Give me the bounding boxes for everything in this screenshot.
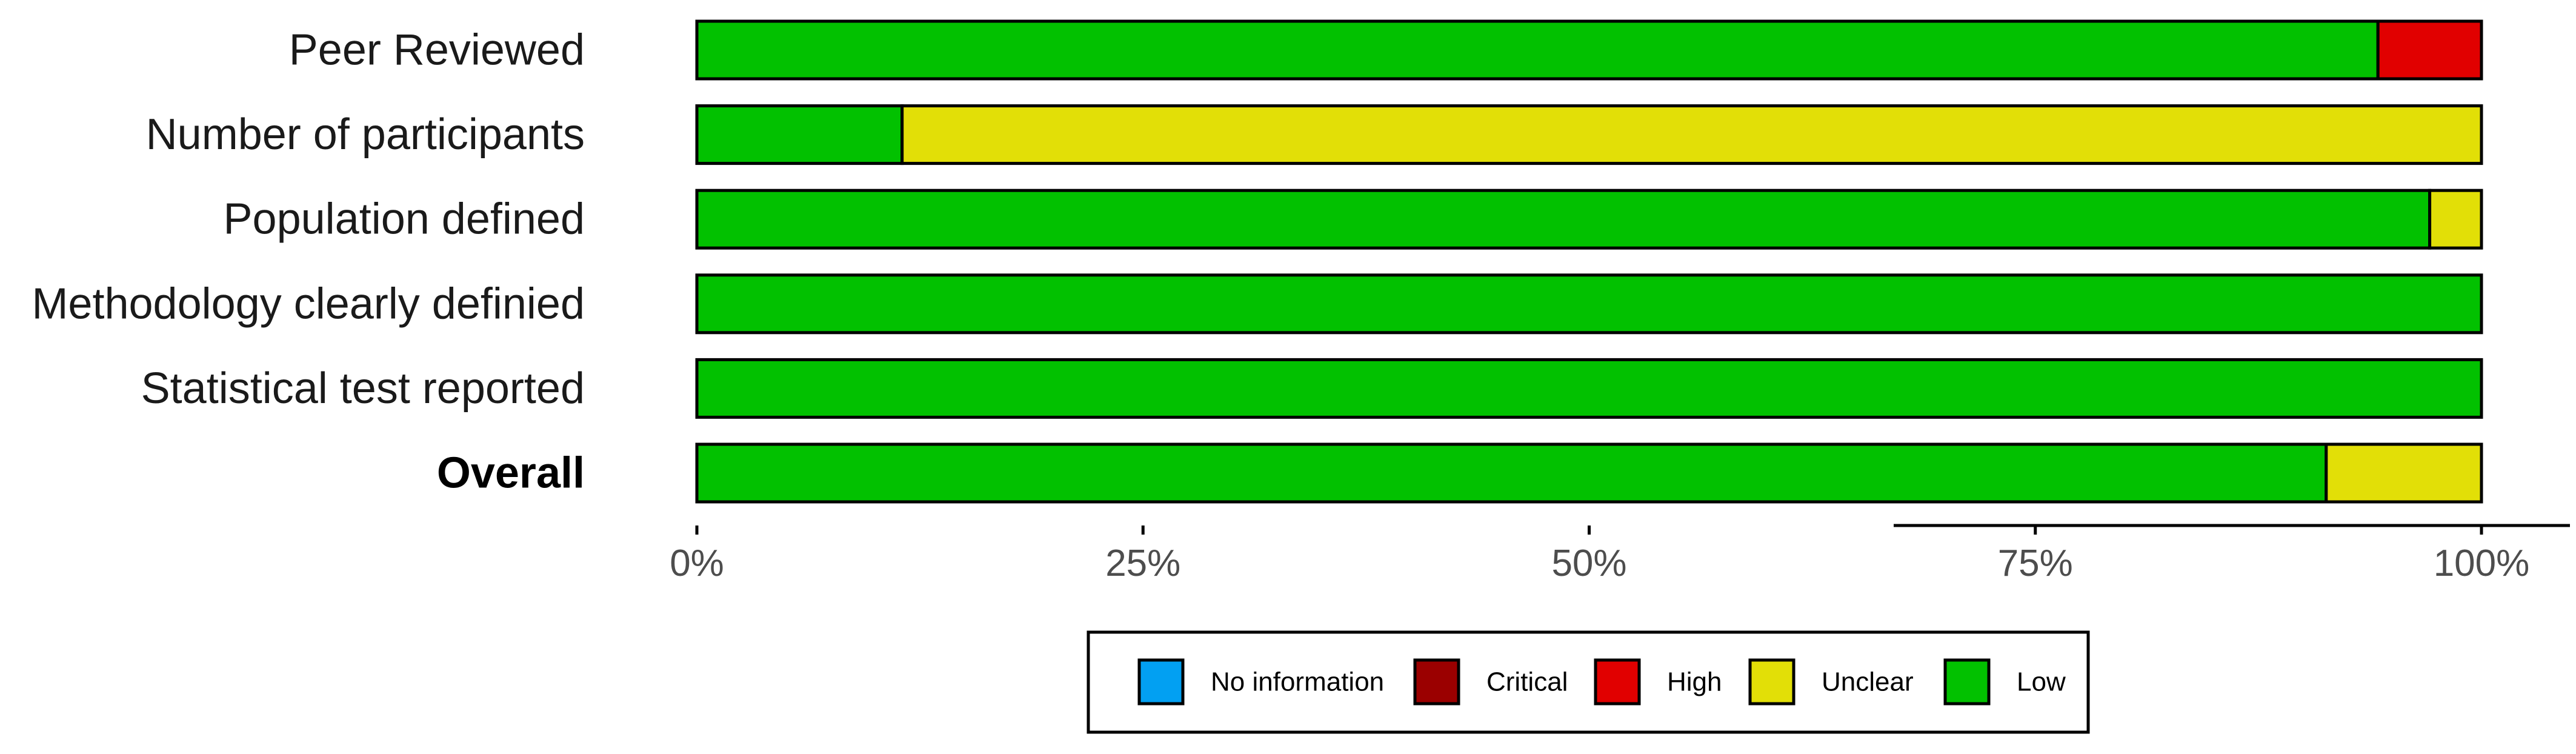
legend-swatch-high (1594, 658, 1641, 706)
bar-segment-peer-reviewed-low (695, 19, 2380, 81)
legend-label-unclear: Unclear (1822, 667, 1914, 697)
category-label-number-of-participants: Number of participants (146, 110, 585, 159)
bar-segment-population-defined-low (695, 189, 2432, 250)
category-label-methodology-clearly-definied: Methodology clearly definied (32, 279, 585, 328)
legend-label-high: High (1667, 667, 1722, 697)
category-label-peer-reviewed: Peer Reviewed (289, 26, 585, 75)
bar-segment-number-of-participants-low (695, 104, 904, 165)
bar-segment-methodology-clearly-definied-low (695, 273, 2483, 335)
bar-segment-peer-reviewed-high (2376, 19, 2483, 81)
legend-label-no-information: No information (1211, 667, 1384, 697)
legend-label-low: Low (2017, 667, 2066, 697)
category-label-population-defined: Population defined (224, 195, 585, 244)
legend-box (1087, 630, 2090, 734)
legend-swatch-critical (1413, 658, 1460, 706)
bar-segment-overall-unclear (2325, 442, 2483, 504)
category-label-statistical-test-reported: Statistical test reported (141, 364, 585, 413)
bar-segment-number-of-participants-unclear (900, 104, 2483, 165)
x-tick-label-0: 0% (670, 542, 724, 584)
x-axis-ticks: 0% 25% 50% 75% 100% (670, 525, 2529, 584)
legend: No information Critical High Unclear Low (1087, 630, 2090, 734)
legend-swatch-no-information (1137, 658, 1185, 706)
legend-swatch-unclear (1748, 658, 1796, 706)
bar-segment-statistical-test-reported-low (695, 358, 2483, 419)
x-tick-label-25: 25% (1105, 542, 1180, 584)
legend-swatch-low (1943, 658, 1991, 706)
x-tick-label-100: 100% (2434, 542, 2530, 584)
bars-group (695, 19, 2483, 504)
legend-label-critical: Critical (1486, 667, 1568, 697)
category-label-overall: Overall (437, 449, 585, 498)
category-labels: Peer Reviewed Number of participants Popul… (32, 26, 585, 498)
x-tick-label-75: 75% (1998, 542, 2073, 584)
x-tick-label-50: 50% (1551, 542, 1626, 584)
bar-segment-population-defined-unclear (2428, 189, 2483, 250)
bar-segment-overall-low (695, 442, 2328, 504)
